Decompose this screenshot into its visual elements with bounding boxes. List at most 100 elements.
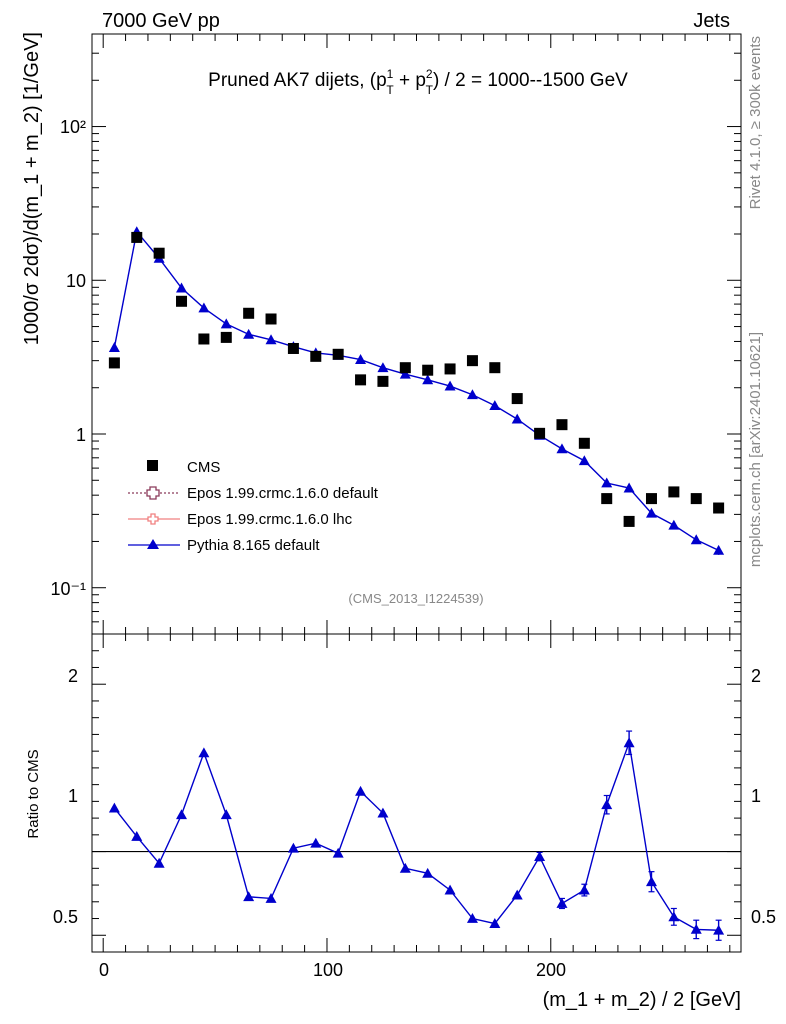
ratio-point	[332, 847, 344, 858]
cms-point	[310, 350, 322, 362]
title-sub-2: T	[426, 83, 434, 97]
pythia-point	[713, 544, 725, 555]
legend-label-cms: CMS	[187, 459, 220, 476]
y-axis-label: 1000/σ 2dσ)/d(m_1 + m_2) [1/GeV]	[21, 32, 43, 345]
pythia-point	[489, 400, 501, 411]
ratio-point	[444, 884, 456, 895]
pythia-point	[645, 507, 657, 518]
cms-point	[131, 231, 143, 243]
legend-label-epos-lhc: Epos 1.99.crmc.1.6.0 lhc	[187, 511, 353, 528]
cms-point	[108, 357, 120, 369]
y-tick-label-100: 10²	[60, 117, 86, 137]
ratio-tick-label-right-0.5: 0.5	[751, 907, 776, 927]
ratio-point	[310, 837, 322, 848]
title-mid: + p	[394, 70, 426, 91]
ratio-point	[668, 911, 680, 922]
legend-label-pythia: Pythia 8.165 default	[187, 537, 320, 554]
header-left: 7000 GeV pp	[102, 10, 220, 32]
pythia-point	[176, 282, 188, 293]
pythia-point	[601, 477, 613, 488]
cms-point	[243, 307, 255, 319]
title-prefix: Pruned AK7 dijets, (p	[208, 70, 387, 91]
y-tick-label-10: 10	[66, 271, 86, 291]
ratio-tick-label-1: 1	[68, 786, 78, 806]
cms-point	[153, 247, 165, 259]
analysis-id: (CMS_2013_I1224539)	[348, 591, 483, 606]
main-axis-ticks	[92, 33, 741, 635]
cms-point	[265, 313, 277, 325]
pythia-point	[444, 380, 456, 391]
cms-point	[399, 362, 411, 374]
ratio-point	[153, 857, 165, 868]
ratio-point	[220, 809, 232, 820]
ratio-point	[243, 891, 255, 902]
pythia-line	[113, 230, 719, 551]
ratio-point	[623, 737, 635, 748]
pythia-point	[377, 362, 389, 373]
legend-marker-cms	[147, 460, 158, 471]
ratio-point	[131, 831, 143, 841]
x-axis-label: (m_1 + m_2) / 2 [GeV]	[543, 989, 741, 1011]
ratio-point	[265, 892, 277, 903]
ratio-point	[399, 862, 411, 873]
cms-point	[534, 427, 546, 439]
ratio-point	[578, 884, 590, 895]
title-sup-1: 1	[387, 67, 394, 81]
ratio-point	[422, 867, 434, 878]
x-tick-label-0: 0	[99, 960, 109, 980]
pythia-point	[690, 534, 702, 545]
ratio-point	[713, 924, 725, 935]
legend-marker-epos-lhc	[147, 513, 159, 525]
cms-point	[287, 342, 299, 354]
ratio-point	[176, 809, 188, 820]
cms-point	[668, 486, 680, 498]
ratio-point	[108, 802, 120, 813]
ratio-axis-ticks	[92, 633, 741, 953]
legend-label-epos-default: Epos 1.99.crmc.1.6.0 default	[187, 485, 379, 502]
pythia-point	[466, 389, 478, 400]
ratio-axis-label: Ratio to CMS	[25, 749, 42, 838]
cms-point	[332, 348, 344, 360]
cms-point	[198, 333, 210, 345]
pythia-point	[220, 318, 232, 329]
ratio-point	[645, 876, 657, 887]
chart-title: Pruned AK7 dijets, (p1 T + p2 T) / 2 = 100…	[208, 67, 628, 97]
title-sup-2: 2	[426, 67, 433, 81]
ratio-point	[534, 851, 546, 861]
ratio-point	[690, 923, 702, 934]
cms-point	[690, 493, 702, 505]
ratio-tick-label-2: 2	[68, 666, 78, 686]
x-tick-label-100: 100	[313, 960, 343, 980]
mcplots-label: mcplots.cern.ch [arXiv:2401.10621]	[747, 332, 764, 567]
cms-point	[511, 393, 523, 405]
header-right: Jets	[693, 10, 730, 32]
legend-marker-epos-default	[146, 486, 160, 500]
ratio-point	[355, 785, 367, 796]
cms-point	[623, 515, 635, 527]
cms-point	[444, 363, 456, 375]
ratio-point	[287, 842, 299, 853]
pythia-point	[243, 328, 255, 339]
cms-point	[578, 437, 590, 449]
ratio-point	[377, 807, 389, 818]
ratio-point	[489, 918, 501, 928]
legend: CMS Epos 1.99.crmc.1.6.0 default Epos 1.…	[128, 459, 379, 554]
ratio-point	[556, 897, 568, 908]
ratio-point	[511, 889, 523, 900]
cms-point	[355, 374, 367, 386]
cms-point	[645, 493, 657, 505]
ratio-tick-label-right-2: 2	[751, 666, 761, 686]
y-tick-label-0.1: 10⁻¹	[50, 579, 86, 599]
cms-point	[489, 362, 501, 374]
pythia-series	[108, 226, 725, 555]
cms-point	[220, 331, 232, 343]
ratio-point	[601, 799, 613, 810]
ratio-series	[108, 730, 725, 941]
cms-point	[713, 502, 725, 514]
pythia-point	[578, 455, 590, 466]
title-suffix: ) / 2 = 1000--1500 GeV	[433, 70, 628, 91]
cms-point	[377, 375, 389, 387]
cms-point	[176, 295, 188, 307]
pythia-point	[265, 334, 277, 345]
y-tick-label-1: 1	[76, 425, 86, 445]
